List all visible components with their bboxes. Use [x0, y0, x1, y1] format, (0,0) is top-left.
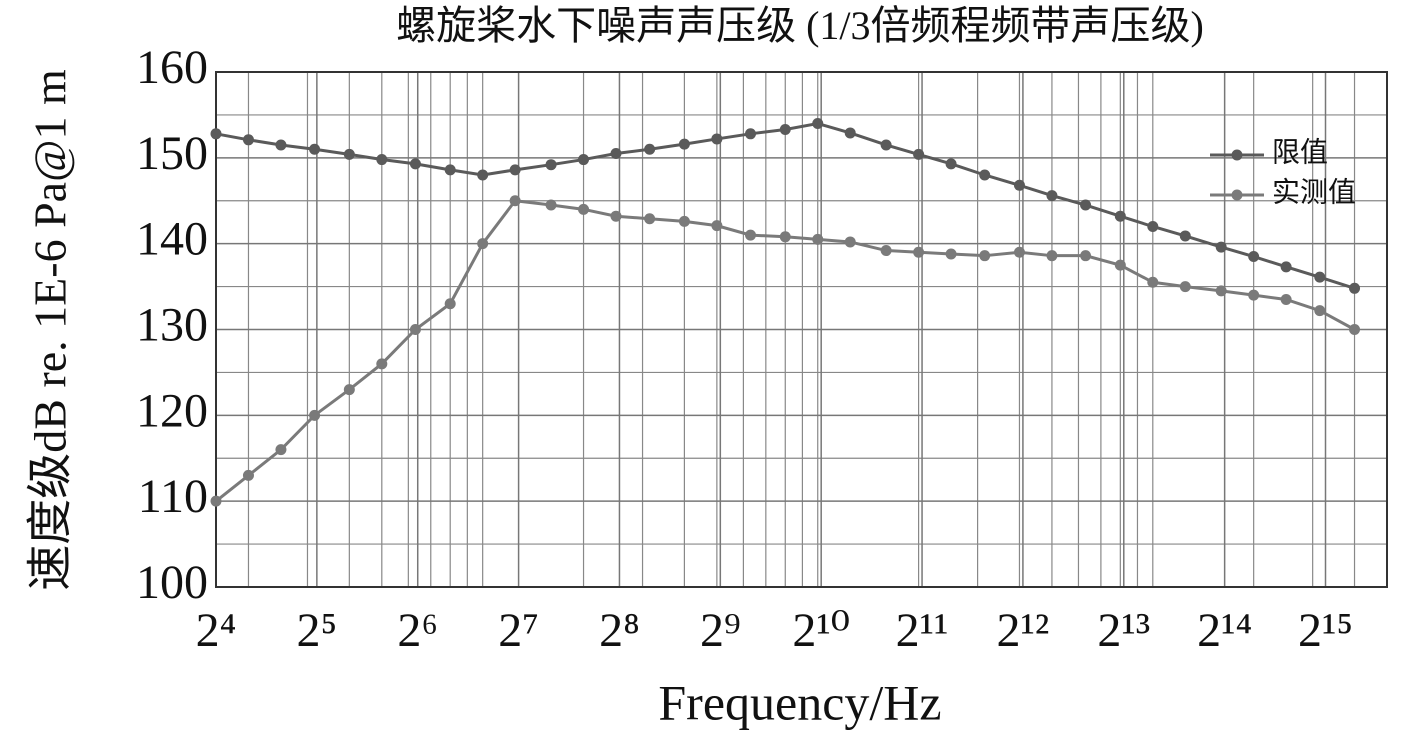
- data-point: [913, 246, 925, 258]
- data-point: [711, 220, 723, 232]
- data-point: [578, 203, 590, 215]
- data-point: [242, 134, 254, 146]
- data-point: [1280, 293, 1292, 305]
- data-point: [1349, 324, 1361, 335]
- data-point: [945, 158, 957, 170]
- data-point: [779, 124, 791, 136]
- data-point: [812, 233, 824, 245]
- data-point: [1147, 221, 1159, 232]
- x-tick-label: 2¹²: [997, 604, 1050, 657]
- data-point: [945, 248, 957, 260]
- data-point: [1314, 305, 1326, 317]
- y-tick-label: 150: [136, 127, 208, 180]
- data-point: [1179, 281, 1191, 293]
- data-point: [1046, 250, 1058, 262]
- x-tick-label: 2¹⁰: [792, 604, 850, 657]
- data-point: [1215, 241, 1227, 253]
- data-point: [880, 139, 892, 151]
- data-point: [545, 199, 557, 211]
- data-point: [745, 128, 757, 140]
- data-point: [1147, 276, 1159, 288]
- x-tick-label: 2⁹: [700, 604, 741, 657]
- data-point: [913, 148, 925, 160]
- data-point: [779, 231, 791, 243]
- data-point: [210, 128, 222, 140]
- data-point: [880, 245, 892, 257]
- data-point: [610, 210, 622, 222]
- data-point: [711, 133, 723, 145]
- data-point: [409, 158, 421, 170]
- data-point: [343, 384, 355, 396]
- legend-marker: [1231, 149, 1243, 161]
- x-tick-label: 2⁴: [196, 604, 237, 657]
- data-point: [210, 495, 222, 507]
- data-point: [678, 215, 690, 227]
- x-tick-label: 2⁶: [397, 604, 438, 657]
- data-point: [844, 127, 856, 139]
- data-point: [275, 444, 287, 456]
- data-point: [376, 358, 388, 370]
- y-tick-label: 140: [136, 213, 208, 266]
- y-tick-label: 100: [136, 556, 208, 609]
- data-point: [444, 298, 456, 310]
- x-tick-label: 2⁷: [498, 604, 539, 657]
- data-point: [1280, 261, 1292, 273]
- x-tick-label: 2¹⁵: [1298, 604, 1353, 657]
- data-point: [979, 250, 991, 262]
- data-point: [1349, 282, 1361, 294]
- y-axis-label: 速度级dB re. 1E-6 Pa@1 m: [25, 69, 76, 591]
- data-point: [1013, 179, 1025, 191]
- y-tick-label: 120: [136, 384, 208, 437]
- data-point: [578, 154, 590, 166]
- data-point: [477, 238, 489, 250]
- data-point: [745, 229, 757, 241]
- data-point: [678, 138, 690, 150]
- data-point: [509, 195, 521, 207]
- data-point: [309, 143, 321, 155]
- x-axis-label: Frequency/Hz: [658, 674, 941, 730]
- data-point: [444, 164, 456, 176]
- data-point: [409, 324, 421, 335]
- data-point: [343, 148, 355, 160]
- legend-label: 限值: [1272, 136, 1328, 168]
- data-point: [979, 169, 991, 181]
- data-point: [1248, 251, 1260, 263]
- data-point: [1080, 199, 1092, 211]
- data-point: [477, 169, 489, 181]
- data-point: [1114, 259, 1126, 271]
- data-point: [1046, 190, 1058, 202]
- data-point: [509, 164, 521, 176]
- legend-marker: [1231, 189, 1243, 201]
- y-tick-label: 110: [138, 470, 208, 523]
- data-point: [309, 409, 321, 421]
- data-point: [812, 118, 824, 129]
- data-point: [1114, 210, 1126, 222]
- x-tick-label: 2⁸: [599, 604, 640, 657]
- data-point: [1179, 230, 1191, 242]
- data-point: [275, 139, 287, 151]
- y-tick-label: 130: [136, 299, 208, 352]
- legend-label: 实测值: [1272, 176, 1356, 208]
- data-point: [644, 213, 656, 225]
- data-point: [545, 159, 557, 171]
- data-point: [644, 143, 656, 155]
- data-point: [1013, 246, 1025, 258]
- data-point: [844, 236, 856, 248]
- x-tick-label: 2¹⁴: [1197, 604, 1252, 657]
- data-point: [1080, 250, 1092, 262]
- data-point: [1215, 285, 1227, 297]
- x-tick-label: 2¹¹: [896, 604, 949, 657]
- x-tick-label: 2¹³: [1097, 604, 1150, 657]
- data-point: [1248, 289, 1260, 301]
- x-tick-label: 2⁵: [296, 604, 337, 657]
- chart-title: 螺旋桨水下噪声声压级 (1/3倍频程频带声压级): [396, 3, 1204, 48]
- data-point: [610, 148, 622, 160]
- y-tick-label: 160: [136, 41, 208, 94]
- data-point: [242, 469, 254, 481]
- data-point: [376, 154, 388, 166]
- data-point: [1314, 271, 1326, 283]
- plot-frame: [215, 71, 1388, 588]
